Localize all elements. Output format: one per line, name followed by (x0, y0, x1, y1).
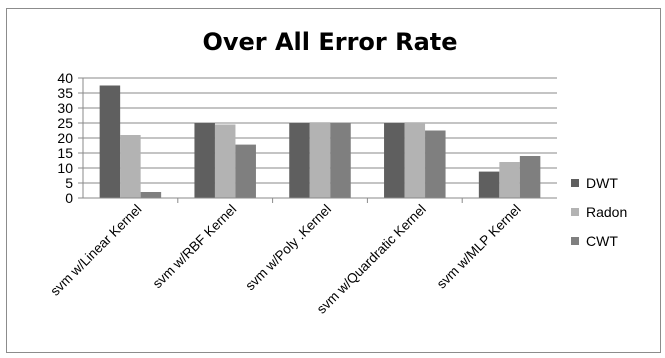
y-tick-label: 20 (57, 130, 73, 146)
bar-radon-4 (499, 162, 520, 198)
legend-swatch-cwt (571, 237, 579, 245)
bar-cwt-1 (235, 144, 256, 198)
y-tick-label: 0 (65, 190, 73, 206)
bar-cwt-0 (140, 192, 162, 198)
x-category-label: svm w/Quardratic Kernel (314, 202, 429, 317)
bar-radon-1 (214, 124, 236, 198)
bar-cwt-3 (425, 130, 446, 198)
x-category-label: svm w/RBF Kernel (150, 202, 240, 292)
legend-label-cwt: CWT (586, 233, 618, 249)
y-tick-label: 30 (57, 100, 73, 116)
x-category-label: svm w/Linear Kernel (47, 202, 144, 299)
y-tick-label: 40 (57, 70, 73, 86)
legend-label-dwt: DWT (586, 175, 618, 191)
legend-swatch-radon (571, 208, 579, 216)
bar-dwt-2 (289, 123, 310, 198)
bar-cwt-4 (519, 156, 541, 198)
y-tick-label: 15 (57, 145, 73, 161)
bar-dwt-0 (99, 85, 121, 198)
legend-label-radon: Radon (586, 204, 627, 220)
x-category-label: svm w/MLP Kernel (434, 202, 524, 292)
bar-dwt-4 (478, 171, 500, 198)
legend-swatch-dwt (571, 179, 579, 187)
bar-layer (99, 85, 541, 198)
bar-radon-0 (120, 135, 141, 198)
y-tick-label: 5 (65, 175, 73, 191)
y-tick-label: 35 (57, 85, 73, 101)
chart-title: Over All Error Rate (202, 28, 457, 56)
bar-dwt-3 (384, 123, 405, 198)
bar-cwt-2 (330, 123, 351, 198)
y-tick-label: 10 (57, 160, 73, 176)
bar-radon-3 (404, 123, 426, 198)
bar-radon-2 (309, 123, 331, 198)
y-tick-label: 25 (57, 115, 73, 131)
x-category-label: svm w/Poly .Kernel (242, 202, 334, 294)
legend: DWT Radon CWT (571, 175, 627, 249)
bar-dwt-1 (194, 123, 215, 198)
